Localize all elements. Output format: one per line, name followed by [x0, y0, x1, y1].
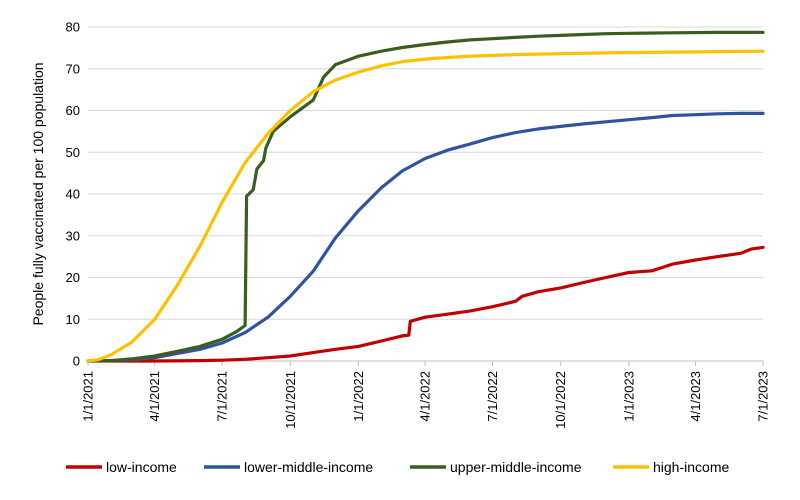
- x-tick-label: 1/1/2021: [81, 371, 96, 422]
- x-tick-label: 4/1/2022: [418, 371, 433, 422]
- x-tick-label: 7/1/2023: [756, 371, 771, 422]
- gridlines: [88, 26, 763, 320]
- legend-label: high-income: [653, 459, 729, 475]
- x-tick-label: 7/1/2021: [215, 371, 230, 422]
- legend: low-income lower-middle-income upper-middl…: [66, 459, 729, 475]
- y-tick-label: 40: [66, 187, 80, 202]
- x-tick-label: 10/1/2022: [553, 371, 568, 429]
- y-tick-label: 30: [66, 228, 80, 243]
- y-tick-label: 0: [73, 354, 80, 369]
- x-tick-label: 4/1/2021: [147, 371, 162, 422]
- legend-item-high-income: high-income: [613, 459, 729, 475]
- series-line-high-income: [86, 49, 765, 363]
- y-tick-label: 50: [66, 145, 80, 160]
- y-tick-label: 60: [66, 103, 80, 118]
- y-tick-label: 10: [66, 312, 80, 327]
- y-axis: 0 10 20 30 40 50 60 70 80: [66, 20, 80, 369]
- legend-label: lower-middle-income: [244, 459, 373, 475]
- x-tick-label: 10/1/2021: [283, 371, 298, 429]
- legend-item-upper-middle-income: upper-middle-income: [410, 459, 582, 475]
- series-lines: [86, 30, 765, 363]
- legend-item-lower-middle-income: lower-middle-income: [204, 459, 373, 475]
- legend-item-low-income: low-income: [66, 459, 177, 475]
- legend-label: upper-middle-income: [450, 459, 582, 475]
- y-tick-label: 20: [66, 270, 80, 285]
- y-tick-label: 70: [66, 61, 80, 76]
- y-tick-label: 80: [66, 20, 80, 35]
- x-tick-label: 4/1/2023: [688, 371, 703, 422]
- series-line-lower-middle-income: [86, 111, 765, 363]
- x-tick-label: 1/1/2023: [621, 371, 636, 422]
- y-axis-label: People fully vaccinated per 100 populati…: [30, 62, 46, 325]
- x-tick-label: 1/1/2022: [351, 371, 366, 422]
- x-tick-label: 7/1/2022: [485, 371, 500, 422]
- series-line-upper-middle-income: [86, 30, 765, 363]
- series-line-low-income: [86, 245, 765, 363]
- x-axis: 1/1/2021 4/1/2021 7/1/2021 10/1/2021 1/1/202…: [81, 360, 771, 429]
- legend-label: low-income: [106, 459, 177, 475]
